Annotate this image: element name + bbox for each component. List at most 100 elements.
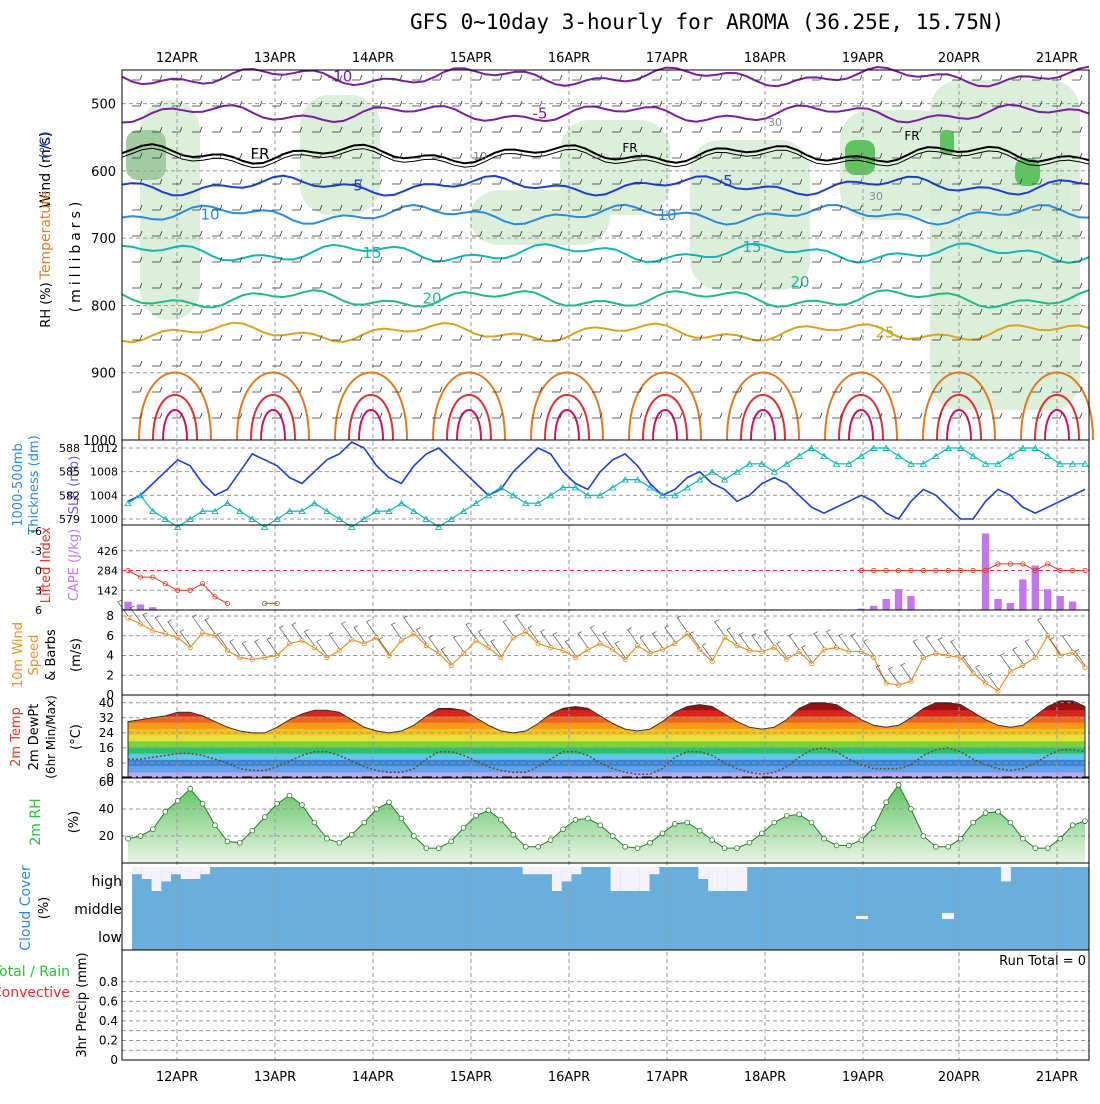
thickness-tick-label: 582 (59, 489, 80, 502)
thickness-point (782, 460, 791, 467)
isotherm-label: -5 (533, 105, 548, 123)
wind-barb-10m (440, 647, 452, 664)
wind-barb (952, 178, 963, 185)
wind-barb (352, 126, 363, 133)
wind-barb (1052, 230, 1063, 237)
wind-barb (532, 282, 543, 289)
wind-barb-10m (912, 639, 924, 656)
temp-tick-label: 8 (106, 756, 114, 770)
wind-barb (572, 334, 583, 341)
rh-point (572, 816, 579, 823)
wind-barb-10m (863, 639, 874, 656)
wind-barb-10m (1024, 639, 1036, 656)
wind-label-3: & Barbs (44, 629, 59, 681)
wind-barb (1032, 126, 1043, 133)
wind-barb (752, 74, 763, 81)
wind-barb-10m (502, 619, 514, 636)
wind-barb-10m (216, 632, 228, 649)
wind-barb (992, 308, 1003, 315)
wind-barb (372, 334, 383, 341)
wind-barb (792, 74, 803, 81)
wind-barb (592, 204, 603, 211)
wind-barb (972, 126, 983, 133)
temp-label-1: 2m Temp (9, 707, 24, 767)
wind-barb (232, 74, 243, 81)
wind-barb (952, 386, 963, 393)
wind-barb (672, 100, 683, 107)
wind-barb (352, 100, 363, 107)
wind-barb (652, 308, 663, 315)
wind-barb (232, 178, 243, 185)
rh-point (535, 843, 541, 850)
wind-barb (832, 256, 843, 263)
thickness-point (198, 507, 207, 515)
wind-barb (992, 152, 1003, 159)
surface-isotherm-loop (726, 371, 800, 441)
rh-point (199, 800, 206, 807)
rh-point (187, 785, 193, 792)
wind-barb (432, 282, 443, 289)
wind-barb (1072, 152, 1083, 159)
wind-barb (692, 308, 703, 315)
wind-barb (332, 204, 343, 211)
rh-point (212, 822, 218, 828)
wind-barb (1072, 282, 1083, 289)
slp-tick-label: 1004 (90, 489, 118, 502)
panel-frame (121, 609, 1090, 696)
wind-barb (232, 256, 243, 263)
wind-barb (272, 282, 283, 289)
cape-bar (1031, 565, 1040, 610)
wind-barb (992, 230, 1003, 237)
wind-barb (392, 230, 403, 237)
wind-barb (912, 126, 923, 133)
wind-barb (492, 152, 503, 159)
wind-barb (692, 100, 703, 107)
wind-barb (912, 282, 923, 289)
wind-barb (1012, 360, 1023, 367)
wind-barb (812, 282, 823, 289)
surface-isotherm-loop (260, 409, 286, 441)
rh-point (634, 845, 641, 851)
wind-barb (912, 204, 923, 211)
wind-barb (592, 256, 603, 263)
wind-barb-10m (1049, 637, 1061, 654)
wind-barb (552, 152, 563, 159)
wind-barb (1012, 204, 1023, 211)
wind-barb (772, 386, 783, 393)
surface-isotherm-loop (456, 409, 482, 441)
wind-barb (972, 386, 983, 393)
wind-barb (912, 178, 923, 185)
wind-barb (852, 360, 863, 367)
wind-barb (452, 412, 463, 419)
wind-barb-10m (987, 672, 999, 690)
wind-barb (572, 74, 583, 81)
pressure-tick-label: 600 (91, 165, 116, 180)
wind-barb (1012, 100, 1023, 107)
wind-barb (652, 256, 663, 263)
wind-barb (252, 204, 263, 211)
lifted-point (1045, 561, 1051, 567)
wind-barb (812, 178, 823, 185)
surface-isotherm-loop (162, 409, 188, 441)
wind-barb (612, 204, 623, 211)
axis-title-temperature: Temperature (38, 191, 54, 281)
thickness-point (708, 468, 716, 475)
rh-point (870, 825, 877, 831)
wind-barb (632, 386, 643, 393)
wind-barb (332, 178, 343, 185)
surface-isotherm-loop (936, 394, 982, 441)
wind-barb (672, 204, 683, 211)
freezing-label: FR (904, 129, 919, 143)
temp-color-band (128, 703, 1085, 711)
wind-barb (872, 308, 883, 315)
wind-barb (132, 178, 143, 185)
wind-barb (332, 74, 343, 81)
wind-barb (1032, 282, 1043, 289)
wind-barb-10m (390, 622, 402, 639)
cloud-high-gap (161, 867, 172, 882)
thickness-point (745, 460, 754, 467)
thickness-point (969, 452, 977, 459)
wind-barb (512, 386, 523, 393)
wind-barb (692, 360, 703, 367)
